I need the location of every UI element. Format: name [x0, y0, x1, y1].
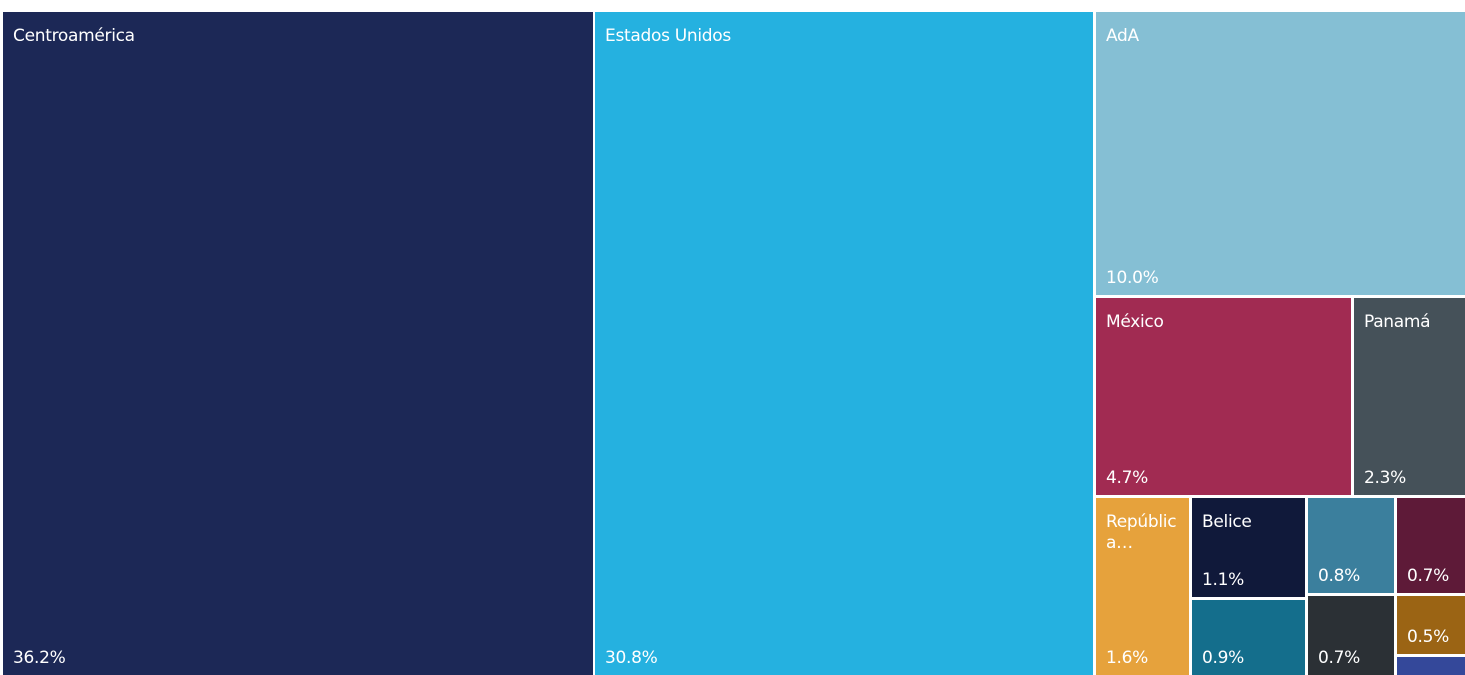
- tile-label: México: [1106, 312, 1164, 332]
- treemap-tile[interactable]: 0.7%: [1397, 498, 1465, 593]
- treemap-tile[interactable]: 0.9%: [1192, 600, 1305, 675]
- treemap-tile[interactable]: 0.8%: [1308, 498, 1394, 593]
- tile-value: 0.8%: [1318, 566, 1360, 586]
- tile-value: 0.7%: [1407, 566, 1449, 586]
- tile-value: 1.6%: [1106, 648, 1148, 668]
- treemap-tile[interactable]: AdA 10.0%: [1096, 12, 1465, 295]
- treemap-tile[interactable]: 0.5%: [1397, 596, 1465, 654]
- tile-value: 0.5%: [1407, 627, 1449, 647]
- tile-label: Estados Unidos: [605, 26, 731, 46]
- tile-value: 36.2%: [13, 648, 66, 668]
- tile-value: 0.7%: [1318, 648, 1360, 668]
- tile-label: AdA: [1106, 26, 1139, 46]
- treemap-tile[interactable]: Panamá 2.3%: [1354, 298, 1465, 495]
- tile-value: 1.1%: [1202, 570, 1244, 590]
- treemap-tile[interactable]: Centroamérica 36.2%: [3, 12, 593, 675]
- tile-label: República Dominicana: [1106, 512, 1177, 553]
- tile-value: 2.3%: [1364, 468, 1406, 488]
- treemap-tile[interactable]: Belice 1.1%: [1192, 498, 1305, 597]
- treemap-tile[interactable]: República Dominicana 1.6%: [1096, 498, 1189, 675]
- tile-value: 4.7%: [1106, 468, 1148, 488]
- treemap-tile[interactable]: Estados Unidos 30.8%: [595, 12, 1093, 675]
- tile-value: 0.9%: [1202, 648, 1244, 668]
- treemap-tile[interactable]: [1397, 657, 1465, 675]
- tile-value: 10.0%: [1106, 268, 1159, 288]
- tile-label: Belice: [1202, 512, 1252, 532]
- tile-value: 30.8%: [605, 648, 658, 668]
- treemap-tile[interactable]: México 4.7%: [1096, 298, 1351, 495]
- tile-label: Panamá: [1364, 312, 1431, 332]
- tile-label: Centroamérica: [13, 26, 135, 46]
- treemap-tile[interactable]: 0.7%: [1308, 596, 1394, 675]
